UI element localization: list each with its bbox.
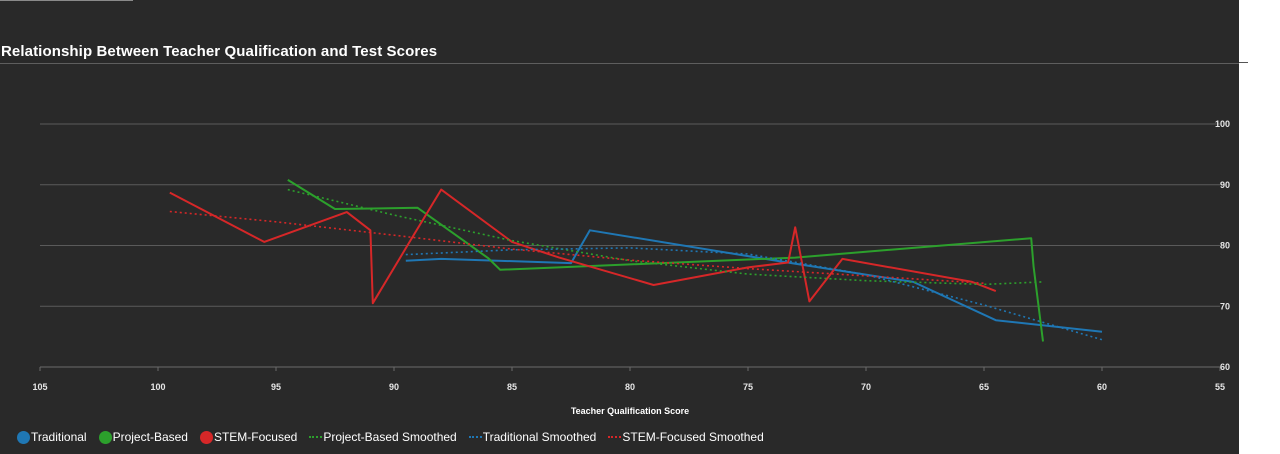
legend-item-project-based-smoothed[interactable]: Project-Based Smoothed [309, 430, 457, 444]
legend-label: Traditional [31, 430, 87, 444]
x-tick-label: 60 [1097, 382, 1107, 392]
series-line-project-based-smoothed [287, 188, 1044, 286]
legend-swatch [608, 436, 622, 438]
legend-item-traditional-smoothed[interactable]: Traditional Smoothed [468, 430, 597, 444]
legend-swatch [98, 430, 112, 444]
legend-item-traditional[interactable]: Traditional [17, 430, 87, 444]
x-tick-label: 105 [32, 382, 47, 392]
chart-title: Relationship Between Teacher Qualificati… [1, 43, 438, 60]
x-tick-label: 100 [150, 382, 165, 392]
x-tick-label: 70 [861, 382, 871, 392]
gridlines [40, 123, 1220, 368]
x-axis-title: Teacher Qualification Score [571, 406, 689, 416]
x-tick-labels: 105 100 95 90 85 80 75 70 65 60 55 [32, 367, 1225, 392]
legend-swatch [468, 436, 482, 438]
legend-item-stem-focused-smoothed[interactable]: STEM-Focused Smoothed [608, 430, 764, 444]
legend-swatch [17, 430, 30, 444]
legend: Traditional Project-Based STEM-Focused Proj… [17, 430, 776, 444]
x-tick-label: 85 [507, 382, 517, 392]
legend-label: Project-Based [112, 430, 188, 444]
series-line-traditional [405, 229, 1103, 333]
chart-panel: Relationship Between Teacher Qualificati… [0, 0, 1239, 454]
legend-label: STEM-Focused [213, 430, 298, 444]
series-line-project-based [287, 179, 1044, 342]
legend-swatch [309, 436, 323, 438]
y-tick-label: 70 [1220, 301, 1230, 311]
y-tick-label: 100 [1215, 119, 1230, 129]
legend-item-stem-focused[interactable]: STEM-Focused [199, 430, 298, 444]
x-tick-label: 80 [625, 382, 635, 392]
legend-label: Traditional Smoothed [482, 430, 597, 444]
x-tick-label: 95 [271, 382, 281, 392]
x-tick-label: 90 [389, 382, 399, 392]
legend-item-project-based[interactable]: Project-Based [98, 430, 188, 444]
series-line-traditional-smoothed [405, 247, 1103, 341]
series-lines [169, 179, 1103, 342]
y-tick-label: 80 [1220, 241, 1230, 251]
x-tick-label: 75 [743, 382, 753, 392]
y-tick-label: 90 [1220, 180, 1230, 190]
series-line-stem-focused [169, 188, 997, 305]
title-divider [0, 63, 1239, 64]
legend-label: Project-Based Smoothed [323, 430, 457, 444]
plot-area: 105 100 95 90 85 80 75 70 65 60 55 100 90 80 70 60 Tea… [32, 119, 1230, 416]
legend-label: STEM-Focused Smoothed [622, 430, 764, 444]
legend-swatch [199, 430, 213, 444]
x-tick-label: 65 [979, 382, 989, 392]
y-tick-label: 60 [1220, 362, 1230, 372]
series-line-stem-focused-smoothed [169, 210, 985, 284]
y-tick-labels: 100 90 80 70 60 [1215, 119, 1230, 372]
edge-marker [1239, 62, 1248, 63]
top-tab-indicator [0, 0, 133, 1]
x-tick-label: 55 [1215, 382, 1225, 392]
